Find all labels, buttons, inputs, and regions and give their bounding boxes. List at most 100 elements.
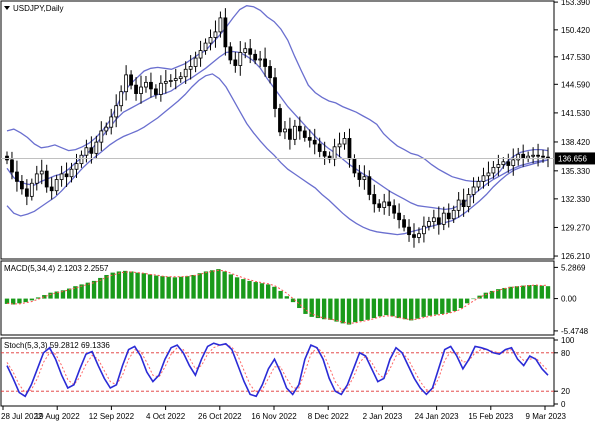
macd-tick-label: 5.2869: [561, 263, 586, 272]
candle-body: [223, 17, 228, 48]
macd-bar: [402, 298, 408, 320]
macd-panel[interactable]: 5.2869 0.00 -5.4748 MACD(5,34,4) 2.1203 2.…: [0, 260, 589, 336]
macd-bar: [427, 298, 433, 316]
caret-down-icon[interactable]: [4, 6, 10, 10]
candle-body: [158, 82, 163, 95]
candle-body: [213, 31, 218, 38]
stoch-tick-label: 20: [561, 387, 570, 396]
macd-label: MACD(5,34,4) 2.1203 2.2557: [4, 264, 109, 273]
macd-bar: [29, 298, 35, 301]
macd-bar: [122, 270, 128, 299]
candle-body: [248, 48, 253, 55]
candle-body: [377, 203, 382, 208]
macd-bar: [384, 298, 389, 316]
candle-body: [149, 81, 153, 90]
macd-bar: [315, 298, 321, 319]
stoch-panel[interactable]: 100 80 20 0 Stoch(5,3,3) 59.2812 69.1336: [0, 336, 575, 409]
candle-body: [74, 163, 79, 170]
candle-body: [134, 84, 138, 94]
candle-body: [39, 170, 44, 175]
macd-bar: [471, 298, 476, 300]
macd-bar: [365, 298, 370, 320]
macd-bar: [185, 276, 190, 299]
macd-bar: [520, 285, 526, 299]
candle-body: [431, 217, 436, 222]
price-tick-label: 141.530: [561, 109, 590, 118]
macd-bar: [203, 271, 209, 299]
macd-bar: [446, 298, 451, 313]
candlestick-series: [5, 8, 550, 248]
candle-body: [15, 171, 19, 182]
candle-body: [451, 209, 456, 220]
time-tick-label: 28 Jul 2022: [1, 412, 43, 421]
macd-bar: [502, 287, 507, 299]
macd-bar: [141, 273, 146, 299]
time-tick-label: 24 Jan 2023: [415, 412, 460, 421]
candle-body: [114, 105, 119, 118]
time-tick-label: 26 Oct 2022: [198, 412, 242, 421]
macd-bar: [197, 273, 202, 299]
macd-bar: [527, 285, 532, 299]
candle-body: [417, 233, 421, 238]
candle-body: [481, 175, 486, 182]
macd-bar: [440, 298, 445, 314]
price-tick-label: 144.590: [561, 80, 590, 89]
macd-bar: [23, 298, 28, 303]
main-price-panel[interactable]: 153.390 150.420 147.530 144.590 141.530 138.4…: [0, 0, 595, 261]
macd-bar: [297, 298, 302, 309]
candle-body: [342, 138, 347, 145]
price-tick-label: 129.270: [561, 223, 590, 232]
macd-bar: [272, 286, 277, 299]
macd-bar: [545, 286, 551, 299]
price-tick-label: 126.210: [561, 252, 590, 261]
price-tick-label: 132.330: [561, 195, 590, 204]
symbol-header[interactable]: USDJPY,Daily: [4, 4, 64, 13]
candle-body: [422, 225, 426, 235]
macd-bar: [85, 282, 91, 299]
candle-body: [198, 50, 203, 59]
candle-body: [24, 188, 29, 197]
candle-body: [183, 68, 188, 78]
macd-bar: [415, 298, 420, 319]
candle-body: [471, 186, 476, 195]
macd-bar: [210, 270, 215, 299]
macd-signal-line: [6, 269, 549, 324]
stoch-label: Stoch(5,3,3) 59.2812 69.1336: [4, 341, 110, 350]
candle-body: [332, 146, 337, 160]
candle-body: [461, 199, 466, 208]
macd-bar: [328, 298, 333, 320]
time-tick-label: 16 Nov 2022: [251, 412, 297, 421]
time-tick-label: 4 Oct 2022: [146, 412, 186, 421]
candle-body: [357, 172, 362, 180]
candle-body: [263, 58, 267, 67]
macd-bar: [353, 298, 358, 323]
candle-body: [283, 128, 287, 133]
candle-body: [531, 154, 535, 157]
candle-body: [402, 219, 406, 228]
candle-body: [268, 66, 272, 79]
macd-bar: [409, 298, 414, 321]
macd-bar: [508, 286, 513, 299]
candle-body: [297, 125, 302, 132]
candle-body: [129, 74, 133, 86]
macd-bar: [265, 284, 271, 299]
candle-body: [64, 173, 69, 178]
macd-bar: [433, 298, 439, 315]
candle-body: [456, 199, 461, 211]
macd-bar: [309, 298, 314, 317]
candle-body: [506, 161, 511, 166]
macd-bar: [334, 298, 339, 322]
candle-body: [441, 212, 446, 225]
candle-body: [372, 194, 377, 205]
candle-body: [193, 57, 198, 67]
macd-bar: [129, 271, 134, 299]
candle-body: [109, 116, 114, 128]
macd-bar: [290, 298, 296, 303]
stoch-tick-label: 0: [561, 400, 566, 409]
candle-body: [44, 170, 49, 188]
macd-bar: [154, 275, 159, 299]
macd-bar: [303, 298, 308, 314]
macd-bar: [377, 298, 383, 317]
macd-bar: [421, 298, 426, 317]
macd-bar: [539, 285, 544, 299]
